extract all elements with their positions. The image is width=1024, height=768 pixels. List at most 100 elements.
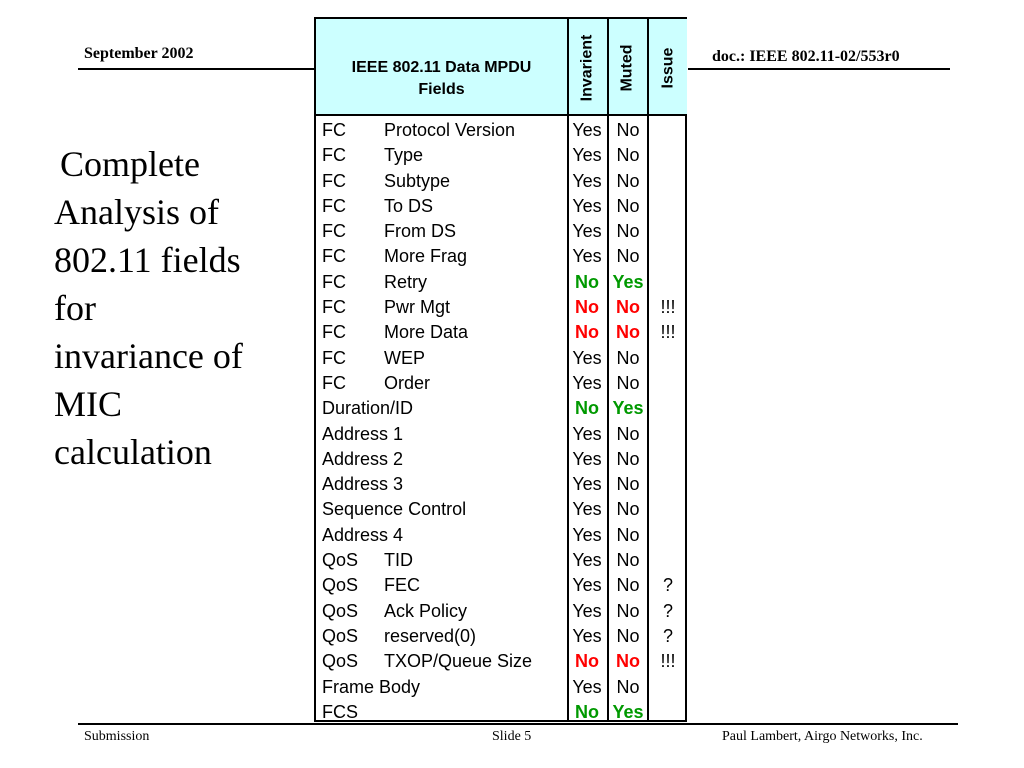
field-name-cell: FC: [322, 271, 346, 292]
column-divider: [607, 19, 609, 720]
table-row: Address 4 Yes No: [316, 523, 687, 548]
table-row: QoS reserved(0) Yes No?: [316, 624, 687, 649]
table-header: IEEE 802.11 Data MPDU Fields Invarient M…: [316, 19, 687, 116]
table-row: Frame Body Yes No: [316, 675, 687, 700]
field-name-cell: FC: [322, 145, 346, 166]
header-issue: Issue: [649, 23, 687, 112]
table-row: FC Pwr Mgt No No!!!: [316, 295, 687, 320]
header-doc-id: doc.: IEEE 802.11-02/553r0: [712, 48, 900, 65]
header-rule-left: [78, 68, 316, 70]
invariant-cell: No: [575, 322, 599, 343]
table-row: FC To DS Yes No: [316, 194, 687, 219]
table-row: FC From DS Yes No: [316, 219, 687, 244]
field-name-cell: QoS: [322, 575, 359, 596]
table-row: Address 2 Yes No: [316, 447, 687, 472]
field-name-cell: Frame Body: [322, 676, 421, 697]
field-name-cell: Address 4: [322, 524, 404, 545]
muted-cell: No: [616, 550, 640, 571]
muted-cell: No: [616, 474, 640, 495]
invariant-cell: Yes: [572, 600, 602, 621]
table-row: FC Type Yes No: [316, 143, 687, 168]
invariant-cell: Yes: [572, 120, 602, 140]
issue-cell: !!!: [660, 651, 676, 672]
invariant-cell: Yes: [572, 676, 602, 697]
issue-cell: !!!: [660, 297, 676, 318]
invariant-cell: Yes: [572, 448, 602, 469]
table-row: FC Protocol Version Yes No: [316, 118, 687, 143]
field-subname-cell: Retry: [384, 271, 428, 292]
invariant-cell: Yes: [572, 372, 602, 393]
table-row: Address 3 Yes No: [316, 472, 687, 497]
header-fields-line1: IEEE 802.11 Data MPDU: [351, 59, 532, 76]
table-row: FC WEP Yes No: [316, 346, 687, 371]
table-row: Sequence Control Yes No: [316, 497, 687, 522]
issue-cell: ?: [662, 575, 673, 596]
issue-cell: ?: [662, 625, 673, 646]
title-line: calculation: [54, 432, 212, 472]
invariant-cell: Yes: [572, 145, 602, 166]
field-subname-cell: To DS: [384, 195, 434, 216]
table-row: FC Retry No Yes: [316, 270, 687, 295]
muted-cell: No: [616, 372, 640, 393]
muted-cell: No: [616, 575, 640, 596]
invariant-cell: No: [575, 651, 599, 672]
slide-title: Complete Analysis of 802.11 fields for invar…: [54, 140, 304, 476]
invariant-cell: Yes: [572, 625, 602, 646]
muted-cell: No: [616, 120, 640, 140]
footer-submission: Submission: [84, 729, 150, 744]
field-name-cell: Sequence Control: [322, 499, 467, 520]
field-name-cell: FC: [322, 372, 346, 393]
title-line: 802.11 fields: [54, 240, 241, 280]
header-invariant-label: Invarient: [578, 34, 595, 101]
field-name-cell: FC: [322, 297, 346, 318]
table-row: QoS Ack Policy Yes No?: [316, 599, 687, 624]
header-issue-label: Issue: [659, 47, 677, 88]
field-name-cell: QoS: [322, 550, 359, 571]
invariant-cell: Yes: [572, 524, 602, 545]
fields-table: IEEE 802.11 Data MPDU Fields Invarient M…: [314, 17, 687, 722]
muted-cell: No: [616, 297, 640, 318]
muted-cell: No: [616, 448, 640, 469]
table-row: QoS FEC Yes No?: [316, 573, 687, 598]
field-name-cell: FC: [322, 347, 346, 368]
header-rule-right: [688, 68, 950, 70]
field-subname-cell: Pwr Mgt: [384, 297, 451, 318]
field-name-cell: Address 3: [322, 474, 404, 495]
title-line: for: [54, 288, 96, 328]
field-name-cell: Address 2: [322, 448, 404, 469]
table-row: FC Subtype Yes No: [316, 169, 687, 194]
header-muted-label: Muted: [619, 43, 637, 92]
invariant-cell: Yes: [572, 246, 602, 267]
muted-cell: No: [616, 347, 640, 368]
field-subname-cell: WEP: [384, 347, 426, 368]
field-name-cell: FCS: [322, 701, 358, 722]
field-name-cell: FC: [322, 120, 346, 140]
invariant-cell: Yes: [572, 423, 602, 444]
invariant-cell: Yes: [572, 575, 602, 596]
table-body: FC Protocol Version Yes No FC Type Yes No FC Subt…: [316, 118, 687, 725]
field-subname-cell: More Frag: [384, 246, 468, 267]
table-row: FC More Frag Yes No: [316, 244, 687, 269]
footer-author: Paul Lambert, Airgo Networks, Inc.: [722, 729, 923, 744]
field-name-cell: FC: [322, 170, 346, 191]
muted-cell: No: [616, 499, 640, 520]
field-name-cell: QoS: [322, 651, 359, 672]
header-fields: IEEE 802.11 Data MPDU Fields: [316, 57, 567, 101]
field-name-cell: Address 1: [322, 423, 404, 444]
muted-cell: Yes: [612, 271, 644, 292]
header-fields-line2: Fields: [418, 81, 465, 98]
table-row: Duration/ID No Yes: [316, 396, 687, 421]
field-subname-cell: Subtype: [384, 170, 451, 191]
muted-cell: No: [616, 625, 640, 646]
field-subname-cell: FEC: [384, 575, 420, 596]
field-name-cell: QoS: [322, 600, 359, 621]
field-name-cell: FC: [322, 246, 346, 267]
muted-cell: No: [616, 600, 640, 621]
field-subname-cell: Order: [384, 372, 431, 393]
muted-cell: Yes: [612, 398, 644, 419]
muted-cell: No: [616, 221, 640, 242]
field-name-cell: QoS: [322, 625, 359, 646]
footer-rule: [78, 723, 958, 725]
invariant-cell: No: [575, 297, 599, 318]
table-row: QoS TXOP/Queue Size No No!!!: [316, 649, 687, 674]
